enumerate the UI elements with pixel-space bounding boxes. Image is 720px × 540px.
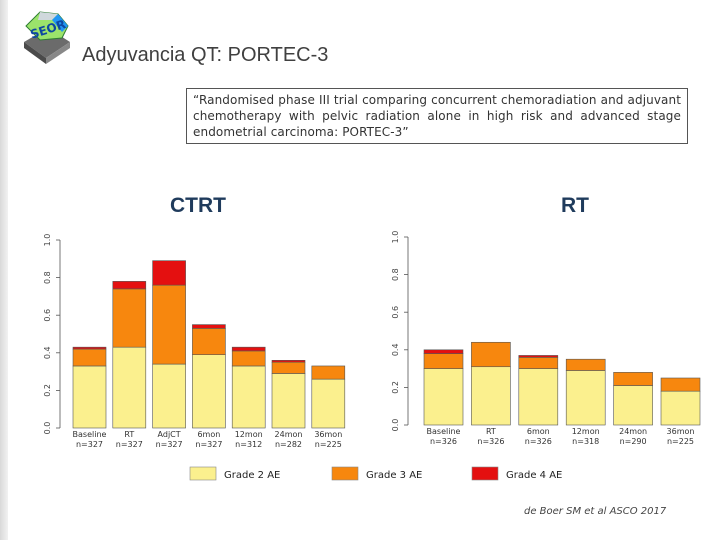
n-label: n=326: [525, 437, 552, 446]
x-tick-label: 12mon: [235, 430, 263, 439]
n-label: n=318: [572, 437, 599, 446]
legend-label: Grade 3 AE: [366, 470, 422, 481]
bar-grade-4-ae: [152, 260, 186, 286]
n-label: n=312: [235, 440, 262, 449]
bar-grade-3-ae: [565, 358, 606, 371]
n-label: n=225: [315, 440, 342, 449]
slide-edge-bar: [0, 0, 8, 540]
chart-title: CTRT: [170, 194, 226, 217]
n-label: n=327: [116, 440, 143, 449]
y-tick-label: 1.0: [391, 231, 400, 244]
bar-grade-2-ae: [471, 366, 511, 426]
bar-grade-2-ae: [231, 365, 266, 429]
y-tick-label: 1.0: [43, 234, 52, 247]
n-label: n=326: [477, 437, 504, 446]
x-tick-label: AdjCT: [158, 430, 181, 439]
bar-grade-4-ae: [518, 355, 559, 358]
x-tick-label: RT: [124, 430, 134, 439]
n-label: n=290: [620, 437, 647, 446]
bar-grade-2-ae: [152, 363, 186, 429]
x-tick-label: Baseline: [427, 427, 461, 436]
study-quote: “Randomised phase III trial comparing co…: [186, 88, 688, 144]
bar-grade-4-ae: [231, 346, 266, 352]
n-label: n=282: [275, 440, 302, 449]
y-tick-label: 0.2: [391, 381, 400, 394]
bar-grade-3-ae: [613, 372, 653, 386]
x-tick-label: 24mon: [275, 430, 303, 439]
n-label: n=326: [430, 437, 457, 446]
bar-grade-2-ae: [112, 346, 147, 429]
page-title: Adyuvancia QT: PORTEC-3: [82, 44, 329, 66]
bar-grade-4-ae: [112, 281, 147, 290]
citation: de Boer SM et al ASCO 2017: [524, 506, 667, 517]
seor-logo: SEOR: [24, 11, 70, 64]
bar-grade-2-ae: [192, 354, 226, 429]
chart-rt: RT0.00.20.40.60.81.0Baselinen=326RTn=326…: [391, 194, 701, 446]
y-tick-label: 0.4: [43, 346, 52, 359]
legend-swatch: [331, 466, 359, 481]
x-tick-label: 6mon: [197, 430, 220, 439]
y-tick-label: 0.8: [43, 271, 52, 284]
y-tick-label: 0.4: [391, 343, 400, 356]
chart-title: RT: [561, 194, 589, 217]
bar-grade-4-ae: [423, 349, 464, 354]
bar-grade-2-ae: [311, 378, 346, 429]
x-tick-label: 36mon: [314, 430, 342, 439]
legend-label: Grade 4 AE: [506, 470, 562, 481]
bar-grade-2-ae: [72, 365, 107, 429]
legend-swatch: [189, 466, 217, 481]
x-tick-label: Baseline: [73, 430, 107, 439]
n-label: n=327: [76, 440, 103, 449]
x-tick-label: 24mon: [619, 427, 647, 436]
bar-grade-3-ae: [152, 284, 186, 365]
legend-swatch: [471, 466, 499, 481]
bar-grade-3-ae: [423, 353, 464, 369]
bar-grade-3-ae: [231, 350, 266, 367]
bar-grade-2-ae: [565, 370, 606, 426]
bar-grade-2-ae: [660, 390, 701, 426]
bar-grade-4-ae: [192, 324, 226, 329]
y-tick-label: 0.2: [43, 384, 52, 397]
bar-grade-2-ae: [613, 385, 653, 426]
y-tick-label: 0.8: [391, 268, 400, 281]
bar-grade-3-ae: [660, 377, 701, 392]
bar-grade-2-ae: [271, 373, 306, 429]
n-label: n=327: [195, 440, 222, 449]
bar-grade-4-ae: [72, 346, 107, 350]
bar-grade-2-ae: [423, 368, 464, 426]
y-tick-label: 0.6: [43, 309, 52, 322]
bar-grade-3-ae: [518, 357, 559, 369]
chart-ctrt: CTRT0.00.20.40.60.81.0Baselinen=327RTn=3…: [43, 194, 346, 449]
bar-grade-3-ae: [72, 348, 107, 367]
n-label: n=327: [156, 440, 183, 449]
y-tick-label: 0.0: [43, 422, 52, 435]
n-label: n=225: [667, 437, 694, 446]
bar-grade-3-ae: [471, 341, 511, 368]
bar-grade-3-ae: [192, 328, 226, 355]
x-tick-label: 6mon: [527, 427, 550, 436]
bar-grade-3-ae: [311, 365, 346, 380]
y-tick-label: 0.0: [391, 419, 400, 432]
x-tick-label: RT: [486, 427, 496, 436]
bar-grade-3-ae: [112, 288, 147, 348]
x-tick-label: 12mon: [572, 427, 600, 436]
bar-grade-4-ae: [271, 360, 306, 363]
bar-grade-3-ae: [271, 361, 306, 374]
bar-grade-2-ae: [518, 368, 559, 426]
legend: Grade 2 AE Grade 3 AE Grade 4 AE: [189, 466, 562, 481]
legend-label: Grade 2 AE: [224, 470, 280, 481]
x-tick-label: 36mon: [667, 427, 695, 436]
y-tick-label: 0.6: [391, 306, 400, 319]
